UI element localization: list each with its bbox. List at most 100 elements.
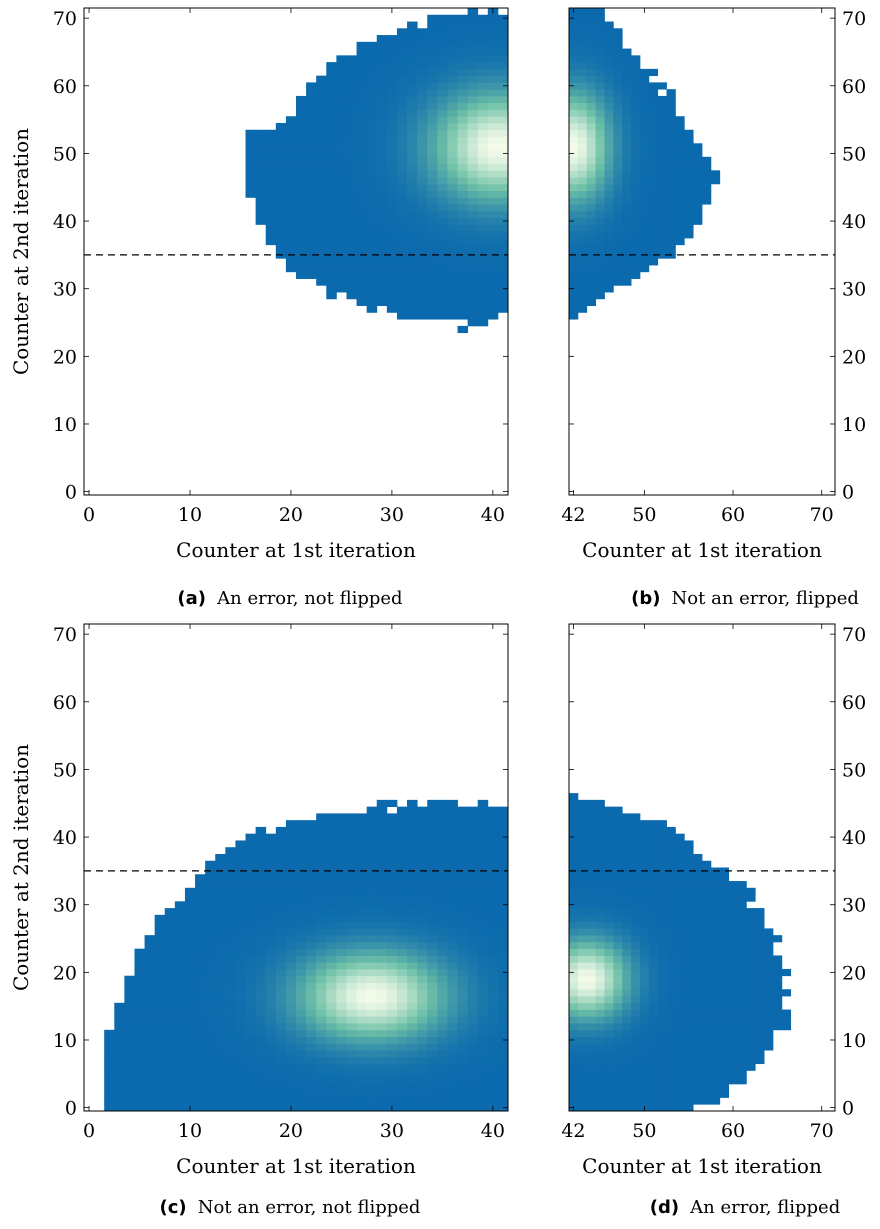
heatmap-cell xyxy=(417,292,428,300)
heatmap-cell xyxy=(326,853,337,862)
heatmap-cell xyxy=(316,122,327,131)
heatmap-cell xyxy=(457,285,469,293)
heatmap-cell xyxy=(577,1002,588,1010)
heatmap-cell xyxy=(134,989,145,997)
y-tick-label: 10 xyxy=(53,1030,77,1052)
heatmap-cell xyxy=(586,894,596,902)
heatmap-cell xyxy=(586,1083,596,1092)
heatmap-cell xyxy=(235,853,246,862)
heatmap-cell xyxy=(622,1023,632,1031)
heatmap-cell xyxy=(604,894,614,902)
heatmap-cell xyxy=(326,271,337,279)
heatmap-cell xyxy=(437,41,448,49)
heatmap-cell xyxy=(265,928,277,936)
heatmap-cell xyxy=(728,887,738,895)
heatmap-cell xyxy=(407,1009,418,1017)
heatmap-cell xyxy=(356,129,368,137)
heatmap-cell xyxy=(386,244,398,252)
heatmap-cell xyxy=(586,948,596,956)
heatmap-cell xyxy=(467,156,479,164)
heatmap-cell xyxy=(427,82,438,90)
heatmap-cell xyxy=(639,1023,650,1031)
heatmap-cell xyxy=(437,231,448,239)
heatmap-cell xyxy=(639,908,650,916)
heatmap-cell xyxy=(595,278,605,286)
heatmap-cell xyxy=(728,968,738,977)
heatmap-cell xyxy=(595,82,605,90)
heatmap-cell xyxy=(639,955,650,963)
heatmap-cell xyxy=(316,1016,327,1024)
heatmap-cell xyxy=(174,962,186,970)
heatmap-cell xyxy=(467,265,479,273)
heatmap-cell xyxy=(407,298,418,307)
heatmap-cell xyxy=(407,41,418,49)
heatmap-cell xyxy=(577,1063,588,1071)
heatmap-cell xyxy=(396,1002,408,1010)
heatmap-cell xyxy=(376,55,388,63)
heatmap-cell xyxy=(386,982,398,990)
heatmap-cell xyxy=(477,1050,489,1058)
heatmap-cell xyxy=(326,996,337,1004)
heatmap-cell xyxy=(396,1090,408,1098)
heatmap-cell xyxy=(285,1043,297,1051)
heatmap-cell xyxy=(285,921,297,929)
heatmap-cell xyxy=(396,1063,408,1071)
heatmap-cell xyxy=(639,968,650,977)
heatmap-cell xyxy=(755,962,765,970)
heatmap-cell xyxy=(437,948,448,956)
heatmap-cell xyxy=(326,217,337,225)
heatmap-cell xyxy=(710,1097,721,1105)
heatmap-cell xyxy=(417,305,428,313)
heatmap-cell xyxy=(693,217,703,225)
heatmap-cell xyxy=(657,95,667,104)
heatmap-cell xyxy=(648,921,659,929)
heatmap-cell xyxy=(245,163,257,171)
heatmap-cell xyxy=(639,989,650,997)
heatmap-cell xyxy=(737,1056,747,1065)
heatmap-cell xyxy=(235,996,246,1004)
heatmap-cell xyxy=(702,975,712,983)
heatmap-cell xyxy=(657,908,667,916)
heatmap-cell xyxy=(586,244,596,252)
heatmap-cell xyxy=(577,881,588,889)
heatmap-cell xyxy=(719,894,729,902)
heatmap-cell xyxy=(467,122,479,131)
heatmap-cell xyxy=(639,237,650,246)
heatmap-cell xyxy=(386,1083,398,1092)
heatmap-cell xyxy=(693,962,703,970)
heatmap-cell xyxy=(487,109,499,117)
heatmap-cell xyxy=(427,143,438,151)
heatmap-cell xyxy=(577,55,588,63)
heatmap-cell xyxy=(728,1016,738,1024)
heatmap-cell xyxy=(356,109,368,117)
heatmap-cell xyxy=(604,901,614,909)
heatmap-cell xyxy=(215,887,226,895)
heatmap-cell xyxy=(755,921,765,929)
heatmap-cell xyxy=(487,1070,499,1078)
heatmap-cell xyxy=(124,1104,135,1112)
heatmap-cell xyxy=(586,908,596,916)
heatmap-cell xyxy=(205,1002,216,1010)
heatmap-cell xyxy=(648,1077,659,1085)
heatmap-cell xyxy=(569,224,579,232)
heatmap-cell xyxy=(427,962,438,970)
heatmap-cell xyxy=(396,68,408,77)
heatmap-cell xyxy=(396,887,408,895)
heatmap-cell xyxy=(631,1063,641,1071)
heatmap-cell xyxy=(497,894,509,902)
heatmap-cell xyxy=(316,928,327,936)
heatmap-cell xyxy=(255,867,267,875)
heatmap-cell xyxy=(366,1043,378,1051)
x-tick-label: 0 xyxy=(83,504,95,526)
heatmap-cell xyxy=(497,1043,509,1051)
heatmap-cell xyxy=(316,210,327,219)
heatmap-cell xyxy=(710,1023,721,1031)
heatmap-cell xyxy=(657,109,667,117)
heatmap-cell xyxy=(477,948,489,956)
heatmap-cell xyxy=(417,150,428,158)
y-tick-label: 10 xyxy=(53,414,77,436)
heatmap-cell xyxy=(569,1043,579,1051)
heatmap-cell xyxy=(693,210,703,219)
heatmap-cell xyxy=(356,962,368,970)
